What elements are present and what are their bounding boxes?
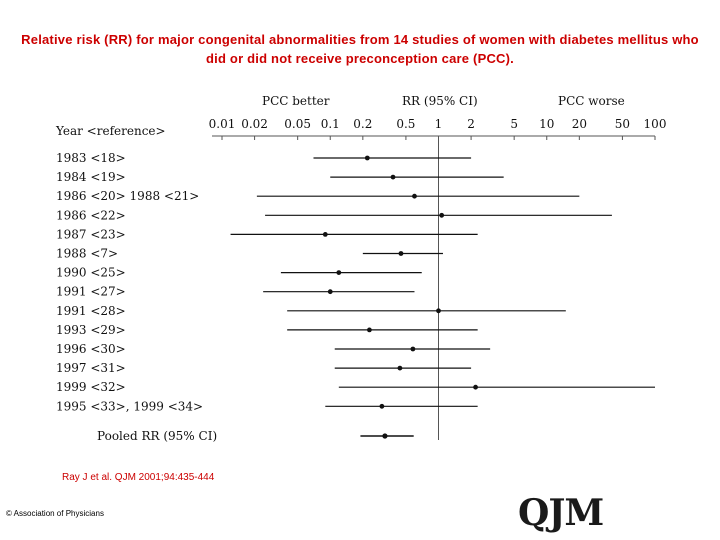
study-label: 1987 <23> [56,227,126,241]
pooled-point-estimate [382,433,388,439]
axis-tick-label: 20 [572,117,587,131]
study-row: 1986 <22> [56,208,612,222]
study-label: 1984 <19> [56,170,126,184]
point-estimate [336,270,342,275]
pooled-row: Pooled RR (95% CI) [97,429,414,443]
study-row: 1986 <20> 1988 <21> [56,189,580,203]
axis-tick-label: 2 [467,117,475,131]
axis-tick-label: 10 [539,117,554,131]
journal-logo: QJM [518,492,604,534]
point-estimate [473,384,478,390]
study-row: 1987 <23> [56,227,478,241]
header-pcc-better: PCC better [262,94,330,108]
study-label: 1997 <31> [56,361,126,375]
citation: Ray J et al. QJM 2001;94:435-444 [62,472,215,483]
axis-tick-label: 0.1 [321,117,340,131]
point-estimate [379,403,385,409]
point-estimate [367,327,372,333]
study-row: 1999 <32> [56,380,655,394]
study-label: 1991 <28> [56,304,126,318]
copyright: © Association of Physicians [6,509,104,518]
axis-tick-label: 100 [644,117,667,131]
point-estimate [410,346,416,352]
header-pcc-worse: PCC worse [558,94,625,108]
study-row: 1984 <19> [56,170,504,184]
axis-tick-label: 1 [435,117,443,131]
study-label: 1988 <7> [56,247,118,261]
study-label: 1983 <18> [56,151,126,165]
study-row: 1983 <18> [56,151,472,165]
study-row: 1996 <30> [56,342,491,356]
study-row: 1993 <29> [56,323,478,337]
study-row: 1995 <33>, 1999 <34> [56,399,478,413]
study-label: 1996 <30> [56,342,126,356]
point-estimate [412,193,417,199]
study-row: 1991 <28> [56,304,566,318]
point-estimate [364,155,370,161]
axis-tick-label: 5 [510,117,518,131]
point-estimate [436,308,441,314]
study-label: 1993 <29> [56,323,126,337]
header-rr-ci: RR (95% CI) [402,94,478,108]
study-label: 1986 <20> 1988 <21> [56,189,199,203]
axis-tick-label: 0.2 [353,117,372,131]
axis-tick-label: 0.5 [396,117,415,131]
pooled-label: Pooled RR (95% CI) [97,429,217,443]
row-header: Year <reference> [55,124,166,138]
axis-tick-label: 0.02 [241,117,268,131]
axis-tick-label: 50 [615,117,630,131]
chart-title: Relative risk (RR) for major congenital … [21,32,699,66]
study-label: 1986 <22> [56,208,126,222]
point-estimate [397,365,403,371]
point-estimate [327,289,333,295]
study-row: 1997 <31> [56,361,472,375]
study-label: 1995 <33>, 1999 <34> [56,399,203,413]
axis-tick-label: 0.01 [209,117,236,131]
study-label: 1999 <32> [56,380,126,394]
point-estimate [398,251,404,256]
point-estimate [439,212,445,218]
study-row: 1990 <25> [56,266,422,280]
study-row: 1988 <7> [56,247,443,261]
point-estimate [322,232,328,237]
x-axis: 0.01 0.02 0.05 0.1 0.2 0.5 1 2 5 10 20 50 100 [209,117,667,440]
point-estimate [390,174,396,180]
axis-tick-label: 0.05 [284,117,311,131]
study-row: 1991 <27> [56,285,415,299]
study-label: 1991 <27> [56,285,126,299]
study-rows: 1983 <18> 1984 <19> 1986 <20> 1988 <21> 198… [56,151,655,443]
study-label: 1990 <25> [56,266,126,280]
